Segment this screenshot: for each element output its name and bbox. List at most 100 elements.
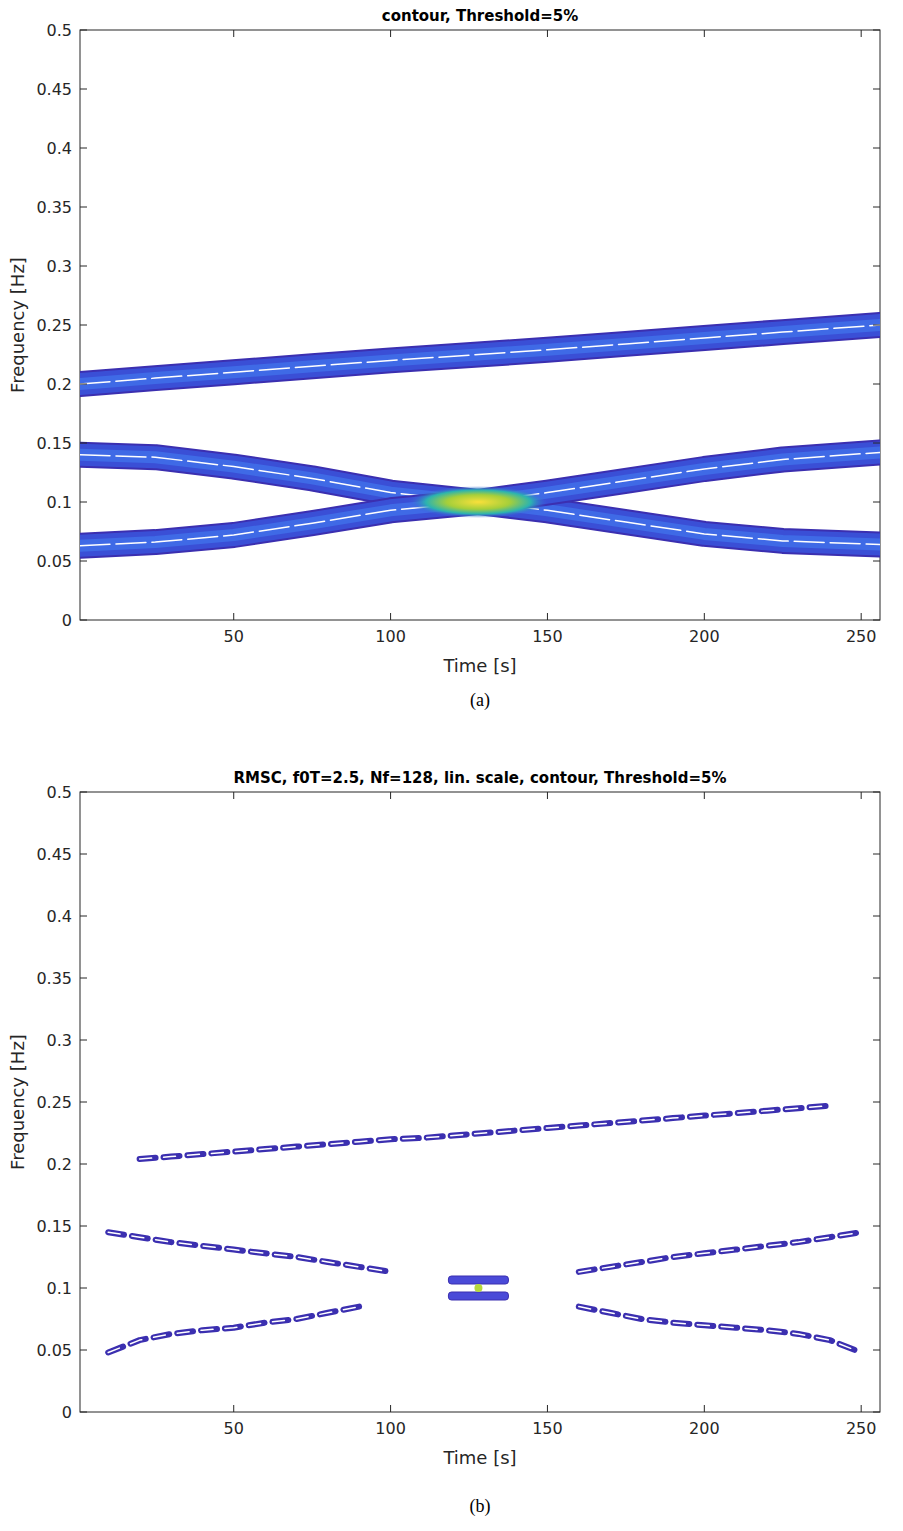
ridge-band-edge	[80, 452, 880, 545]
y-tick	[873, 384, 880, 385]
y-tick	[873, 854, 880, 855]
y-tick	[80, 30, 87, 31]
y-tick	[80, 1102, 87, 1103]
x-tick	[547, 613, 548, 620]
y-tick-label: 0.3	[47, 1031, 72, 1050]
y-axis-label: Frequency [Hz]	[7, 1034, 28, 1170]
y-tick-label: 0	[62, 611, 72, 630]
y-tick	[80, 620, 87, 621]
peak-upper	[448, 1276, 508, 1284]
x-tick-label: 150	[532, 1419, 563, 1438]
x-tick	[704, 613, 705, 620]
marks	[80, 325, 880, 546]
figure: 5010015020025000.050.10.150.20.250.30.35…	[0, 0, 903, 1531]
y-tick-label: 0.1	[47, 1279, 72, 1298]
peak-center	[474, 1284, 482, 1292]
y-tick	[873, 266, 880, 267]
marks	[108, 1106, 861, 1353]
y-tick-label: 0.5	[47, 21, 72, 40]
y-tick	[873, 207, 880, 208]
x-tick	[547, 792, 548, 799]
panel: 5010015020025000.050.10.150.20.250.30.35…	[7, 7, 880, 711]
x-tick-label: 50	[224, 1419, 244, 1438]
y-tick	[873, 978, 880, 979]
y-tick-label: 0.5	[47, 783, 72, 802]
y-axis-label: Frequency [Hz]	[7, 257, 28, 393]
x-tick-label: 100	[375, 1419, 406, 1438]
y-tick	[80, 854, 87, 855]
y-tick	[80, 443, 87, 444]
ridge-band-core	[80, 325, 880, 384]
y-tick	[873, 30, 880, 31]
y-tick	[873, 89, 880, 90]
x-tick	[233, 613, 234, 620]
x-tick	[861, 30, 862, 37]
ridge-line	[140, 1106, 830, 1159]
y-tick	[80, 792, 87, 793]
x-tick-label: 100	[375, 627, 406, 646]
x-tick	[861, 613, 862, 620]
y-tick	[80, 978, 87, 979]
y-tick-label: 0.4	[47, 139, 72, 158]
x-tick-label: 200	[689, 627, 720, 646]
y-tick	[80, 1164, 87, 1165]
y-tick-label: 0.2	[47, 375, 72, 394]
x-tick	[233, 30, 234, 37]
y-tick-label: 0.4	[47, 907, 72, 926]
y-tick	[80, 1350, 87, 1351]
peak	[408, 486, 548, 518]
y-tick	[80, 266, 87, 267]
ridge-line	[80, 452, 880, 545]
x-tick-label: 150	[532, 627, 563, 646]
y-tick	[873, 1350, 880, 1351]
y-tick	[80, 502, 87, 503]
y-tick-label: 0.1	[47, 493, 72, 512]
x-tick	[704, 792, 705, 799]
y-tick-label: 0.35	[36, 969, 72, 988]
ridge-line-inner	[108, 1232, 861, 1352]
x-axis-label: Time [s]	[442, 655, 516, 676]
y-tick	[80, 1226, 87, 1227]
y-tick	[80, 89, 87, 90]
ridge-line-inner	[108, 1232, 861, 1352]
y-tick-label: 0.35	[36, 198, 72, 217]
ridge-line	[108, 1232, 861, 1352]
x-axis-label: Time [s]	[442, 1447, 516, 1468]
x-tick-label: 50	[224, 627, 244, 646]
y-tick	[873, 443, 880, 444]
y-tick	[80, 1412, 87, 1413]
y-tick-label: 0.45	[36, 845, 72, 864]
y-tick	[873, 792, 880, 793]
y-tick	[873, 325, 880, 326]
x-tick-label: 200	[689, 1419, 720, 1438]
y-tick-label: 0.25	[36, 316, 72, 335]
ridge-line	[108, 1232, 861, 1352]
plot-frame	[80, 792, 880, 1412]
x-tick	[861, 792, 862, 799]
x-tick	[547, 30, 548, 37]
y-tick	[80, 325, 87, 326]
title: RMSC, f0T=2.5, Nf=128, lin. scale, conto…	[234, 769, 727, 787]
y-tick	[80, 1040, 87, 1041]
y-tick	[873, 1288, 880, 1289]
x-tick	[861, 1405, 862, 1412]
y-tick	[873, 1040, 880, 1041]
y-tick	[873, 1412, 880, 1413]
ridge-band	[80, 325, 880, 384]
ridge-band-edge	[80, 325, 880, 384]
caption: (a)	[470, 690, 490, 711]
x-tick	[390, 792, 391, 799]
ridge-line	[80, 325, 880, 384]
ridge-band-core	[80, 452, 880, 545]
x-tick	[390, 1405, 391, 1412]
x-tick	[390, 613, 391, 620]
peak-lower	[448, 1292, 508, 1300]
y-tick	[80, 1288, 87, 1289]
y-tick	[80, 561, 87, 562]
panel: 5010015020025000.050.10.150.20.250.30.35…	[7, 769, 880, 1517]
y-tick	[873, 1102, 880, 1103]
x-tick	[390, 30, 391, 37]
y-tick-label: 0.25	[36, 1093, 72, 1112]
x-tick-label: 250	[846, 1419, 877, 1438]
y-tick-label: 0.05	[36, 552, 72, 571]
